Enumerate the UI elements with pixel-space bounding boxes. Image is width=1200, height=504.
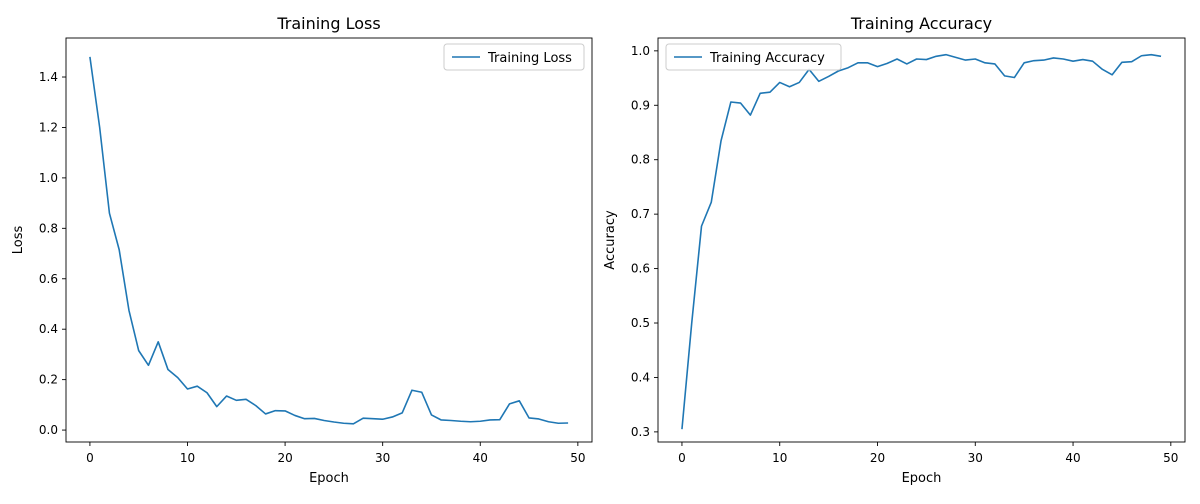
legend: Training Accuracy xyxy=(665,43,842,71)
y-tick-label: 1.2 xyxy=(39,120,58,134)
x-axis-label: Epoch xyxy=(309,471,349,486)
legend: Training Loss xyxy=(443,43,585,71)
x-tick-label: 30 xyxy=(375,451,390,465)
y-tick-label: 0.4 xyxy=(39,322,58,336)
y-tick-label: 0.7 xyxy=(631,207,650,221)
x-tick-label: 20 xyxy=(870,451,885,465)
legend-box xyxy=(443,43,585,71)
x-tick-label: 20 xyxy=(277,451,292,465)
legend-label: Training Loss xyxy=(487,51,572,66)
y-axis-label: Accuracy xyxy=(603,210,618,270)
y-axis-label: Loss xyxy=(11,226,26,255)
y-tick-label: 1.0 xyxy=(631,44,650,58)
y-tick-label: 0.0 xyxy=(39,423,58,437)
legend-box xyxy=(665,43,842,71)
y-tick-label: 0.3 xyxy=(631,425,650,439)
x-tick-label: 50 xyxy=(570,451,585,465)
y-tick-label: 1.4 xyxy=(39,70,58,84)
y-tick-label: 0.8 xyxy=(39,221,58,235)
chart-title: Training Accuracy xyxy=(850,14,992,33)
y-tick-label: 0.6 xyxy=(39,272,58,286)
y-tick-label: 1.0 xyxy=(39,171,58,185)
y-tick-label: 0.8 xyxy=(631,153,650,167)
x-tick-label: 0 xyxy=(86,451,94,465)
x-tick-label: 30 xyxy=(968,451,983,465)
x-tick-label: 40 xyxy=(1065,451,1080,465)
chart-training-loss: Training Loss 0 10 20 30 40 50 0.0 0.2 0.4 0.6 0.8 1… xyxy=(11,14,593,486)
series-line-0 xyxy=(89,56,569,425)
x-tick-label: 0 xyxy=(678,451,686,465)
y-tick-label: 0.6 xyxy=(631,262,650,276)
y-tick-label: 0.5 xyxy=(631,316,650,330)
axes-frame xyxy=(657,37,1186,443)
chart-title: Training Loss xyxy=(276,14,380,33)
y-tick-label: 0.2 xyxy=(39,373,58,387)
legend-label: Training Accuracy xyxy=(709,51,825,66)
x-axis-label: Epoch xyxy=(902,471,942,486)
x-tick-label: 10 xyxy=(180,451,195,465)
x-tick-label: 50 xyxy=(1163,451,1178,465)
y-tick-label: 0.9 xyxy=(631,98,650,112)
axes-frame xyxy=(65,37,593,443)
x-tick-label: 40 xyxy=(473,451,488,465)
chart-training-accuracy: Training Accuracy 0 10 20 30 40 50 0.3 0.4 0.5 0.6… xyxy=(603,14,1186,486)
y-tick-label: 0.4 xyxy=(631,370,650,384)
x-tick-label: 10 xyxy=(772,451,787,465)
series-line-0 xyxy=(681,53,1162,430)
